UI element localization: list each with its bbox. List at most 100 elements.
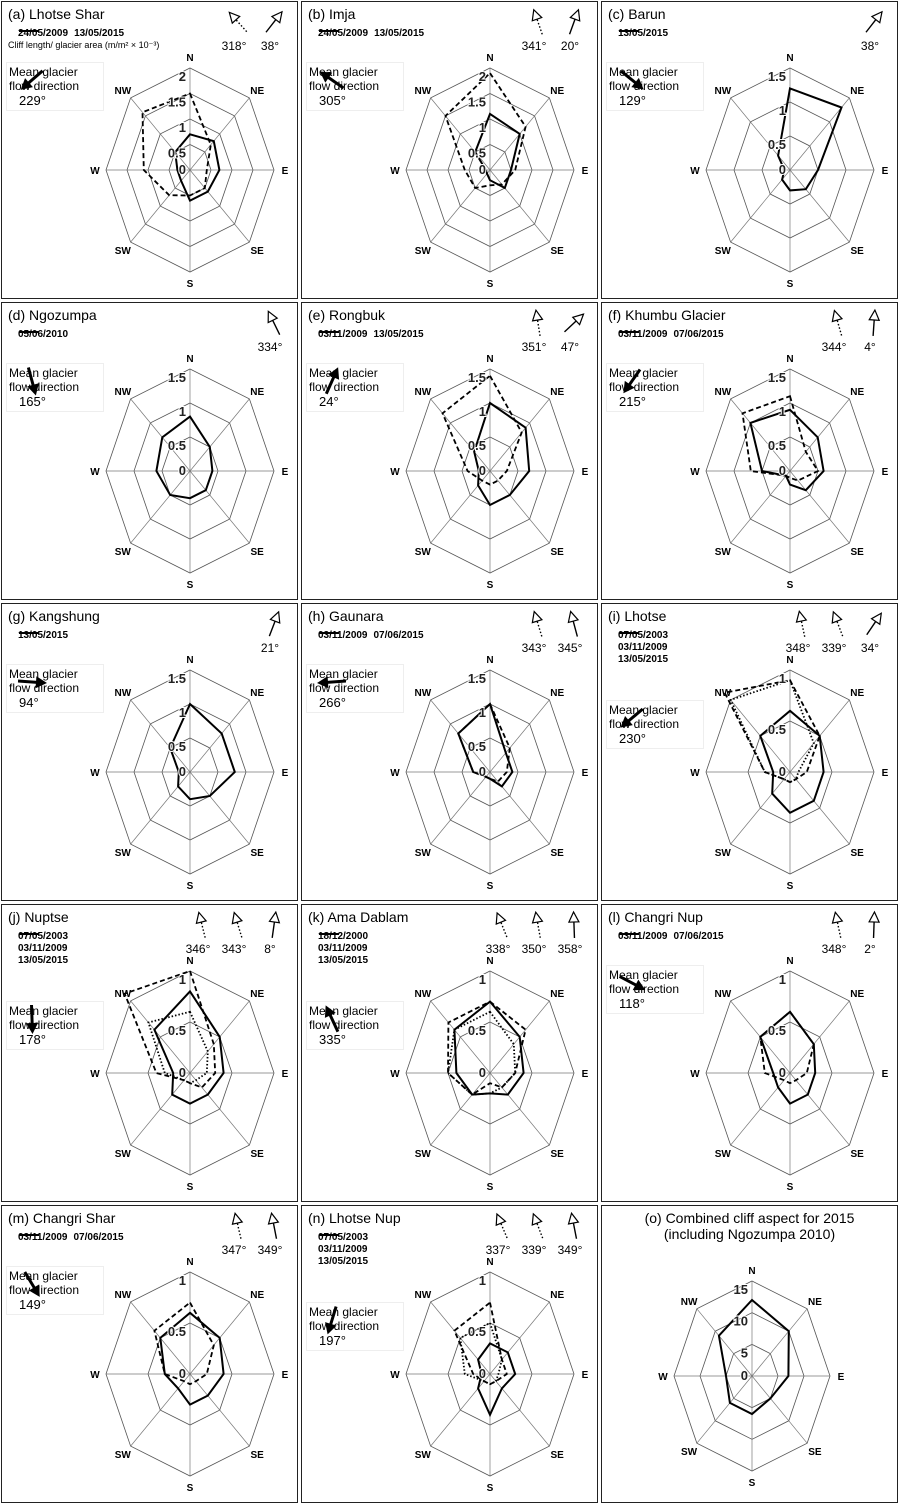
series-line	[741, 395, 820, 482]
spoke	[430, 1072, 491, 1146]
category-label: N	[486, 655, 493, 666]
flow-degree: 197°	[319, 1333, 346, 1348]
series-line	[474, 112, 521, 190]
spoke	[130, 1373, 191, 1447]
flow-arrow	[23, 1271, 40, 1297]
spoke	[489, 169, 550, 243]
aspect-arrow	[195, 911, 208, 938]
category-label: N	[786, 655, 793, 666]
category-label: NE	[550, 387, 564, 398]
flow-arrow	[20, 69, 44, 90]
legend-swatch	[619, 933, 639, 935]
arrow-head	[569, 8, 581, 22]
arrow-stem	[865, 18, 878, 33]
flow-arrow	[26, 367, 39, 396]
category-label: NE	[550, 989, 564, 1000]
aspect-arrow	[564, 313, 585, 333]
legend-label: 03/11/2009	[18, 943, 68, 954]
legend: 07/05/2003 03/11/2009 13/05/2015	[618, 630, 668, 665]
category-label: NE	[850, 688, 864, 699]
category-label: NE	[250, 989, 264, 1000]
legend-entry: 13/05/2015	[319, 28, 424, 39]
spoke	[789, 169, 850, 243]
spoke	[789, 771, 850, 845]
arrow-stem	[326, 679, 347, 684]
arrow-head	[831, 309, 844, 323]
category-label: E	[282, 467, 289, 478]
legend-label: 24/05/2009	[318, 28, 369, 39]
aspect-label: 339°	[822, 641, 847, 655]
panel: N NE E SE S SW W NW 0 0.5 1 338° 350° 358° (k) Ama Dab…	[301, 904, 598, 1202]
flow-box: Mean glacier flow direction 24°	[306, 363, 404, 412]
legend: 03/11/2009 07/06/2015	[318, 630, 424, 641]
category-label: NE	[850, 387, 864, 398]
flow-label: Mean glacier flow direction	[9, 1004, 80, 1032]
category-label: W	[690, 467, 700, 478]
r-tick-label: 1.5	[168, 95, 186, 110]
spoke	[130, 1000, 191, 1074]
spoke	[789, 398, 850, 472]
r-tick-label: 1.5	[468, 671, 486, 686]
spoke	[696, 1308, 753, 1377]
category-label: SE	[251, 246, 265, 257]
category-label: S	[187, 1483, 194, 1494]
spoke	[489, 470, 550, 544]
aspect-label: 345°	[558, 641, 583, 655]
arrow-head	[870, 612, 883, 626]
category-label: NE	[550, 1290, 564, 1301]
legend-label: 03/11/2009	[318, 630, 368, 641]
category-label: E	[282, 166, 289, 177]
r-tick-label: 1	[179, 1273, 186, 1288]
arrow-stem	[268, 620, 277, 637]
category-label: S	[787, 881, 794, 892]
legend-label: 03/11/2009	[618, 931, 668, 942]
legend-label: 07/05/2003	[318, 1232, 369, 1243]
arrow-stem	[627, 368, 642, 386]
category-label: E	[282, 1069, 289, 1080]
legend-label: 18/12/2000	[318, 931, 369, 942]
category-label: NW	[714, 688, 731, 699]
aspect-arrow	[531, 1212, 544, 1239]
panel-svg: N NE E SE S SW W NW 0 0.5 1 1.5 343° 345°	[390, 610, 589, 892]
arrow-stem	[536, 318, 541, 336]
flow-arrow-svg	[20, 69, 44, 90]
category-label: NE	[850, 86, 864, 97]
category-label: E	[838, 1372, 845, 1383]
arrow-stem	[568, 18, 577, 35]
arrow-stem	[627, 707, 644, 723]
panel: N NE E SE S SW W NW 0 0.5 1 348° 339° 34° (i) Lhotse 07…	[601, 603, 898, 901]
arrow-stem	[800, 619, 806, 637]
panel: N NE E SE S SW W NW 0 0.5 1 1.5 351° 47° (e) Rongbuk 03…	[301, 302, 598, 600]
legend: 18/12/2000 03/11/2009 13/05/2015	[318, 931, 368, 966]
aspect-arrow	[231, 1212, 244, 1239]
flow-arrow-svg	[623, 368, 642, 394]
arrow-head	[531, 610, 544, 624]
aspect-arrow	[267, 1211, 280, 1239]
spoke	[489, 699, 550, 773]
r-tick-label: 0.5	[168, 739, 186, 754]
aspect-label: 339°	[522, 1243, 547, 1257]
category-label: E	[582, 1069, 589, 1080]
aspect-arrow	[231, 911, 244, 938]
category-label: W	[90, 1069, 100, 1080]
category-label: E	[582, 768, 589, 779]
legend-entry: 13/05/2015	[19, 28, 124, 39]
category-label: SE	[251, 1450, 265, 1461]
arrow-head	[567, 1211, 580, 1225]
spoke	[430, 771, 491, 845]
legend-label: 13/05/2015	[373, 329, 424, 340]
spoke	[730, 1072, 791, 1146]
aspect-label: 2°	[864, 942, 876, 956]
category-label: SW	[415, 246, 432, 257]
panel: N NE E SE S SW W NW 0 0.5 1 337° 339° 349° (n) Lhotse …	[301, 1205, 598, 1503]
category-label: NE	[808, 1297, 822, 1308]
category-label: E	[582, 166, 589, 177]
r-tick-label: 1	[179, 120, 186, 135]
arrow-head	[567, 910, 580, 923]
r-tick-label: 0.5	[168, 1324, 186, 1339]
arrow-head	[567, 610, 580, 624]
legend-swatch	[19, 632, 39, 634]
category-label: N	[786, 53, 793, 64]
category-label: NW	[414, 86, 431, 97]
arrow-stem	[872, 318, 875, 337]
